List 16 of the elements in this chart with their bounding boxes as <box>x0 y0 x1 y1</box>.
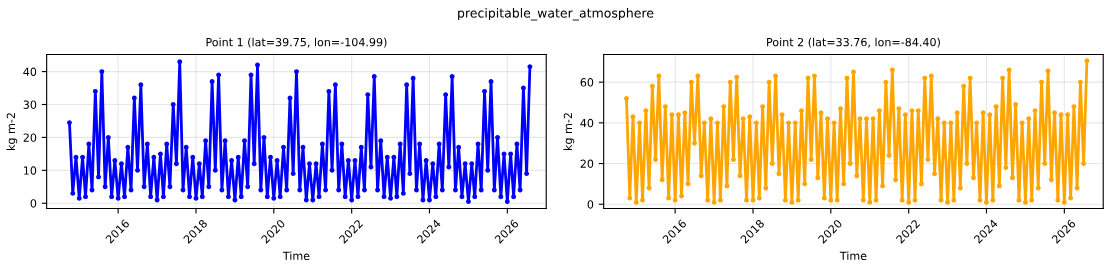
y-tick-label: 10 <box>24 166 37 175</box>
y-tick-label: 30 <box>23 100 37 109</box>
x-axis-title: Time <box>282 251 310 260</box>
y-tick-label: 0 <box>30 199 37 208</box>
y-axis-title: kg m-2 <box>563 113 575 150</box>
x-axis-title: Time <box>839 251 867 260</box>
text: precipitable_water_atmosphere <box>458 8 654 21</box>
chart-title: Point 2 (lat=33.76, lon=-84.40) <box>767 37 940 48</box>
y-tick-label: 40 <box>23 67 37 76</box>
y-tick-label: 0 <box>587 200 594 209</box>
y-axis-title: kg m-2 <box>6 113 18 150</box>
y-tick-label: 20 <box>23 133 37 142</box>
chart-title: Point 1 (lat=39.75, lon=-104.99) <box>206 37 387 48</box>
y-tick-label: 20 <box>580 159 594 168</box>
y-tick-label: 40 <box>580 118 594 128</box>
y-tick-label: 60 <box>580 78 594 87</box>
